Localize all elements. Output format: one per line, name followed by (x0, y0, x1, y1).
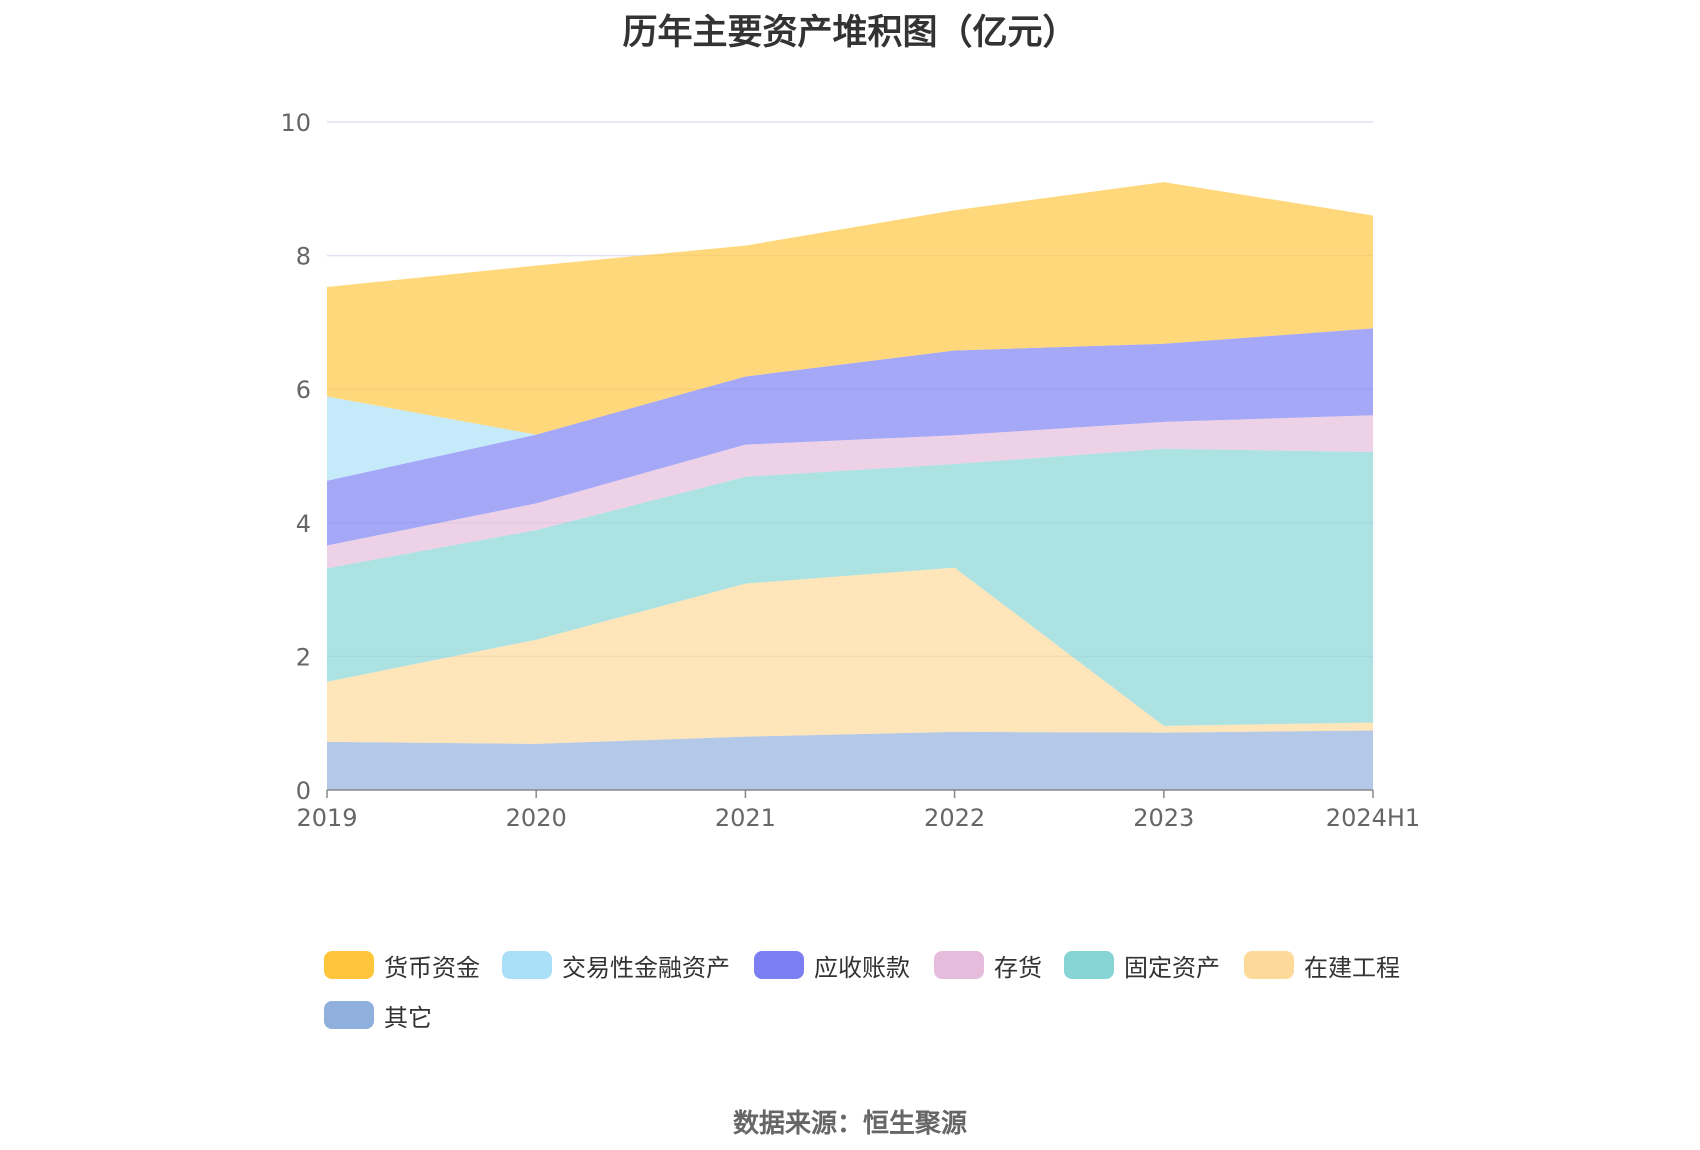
legend-label: 在建工程 (1304, 953, 1400, 982)
area-series (327, 182, 1373, 790)
legend-swatch (934, 951, 984, 979)
legend-item[interactable]: 货币资金 (324, 950, 480, 982)
x-tick-label: 2021 (715, 804, 776, 832)
y-tick-label: 0 (296, 777, 311, 805)
stacked-area-chart: 0 2 4 6 8 10 2019 2020 2021 2022 2023 2024H1 (280, 109, 1420, 832)
legend-swatch (324, 1001, 374, 1029)
legend-item[interactable]: 固定资产 (1064, 950, 1220, 982)
legend-item[interactable]: 存货 (934, 950, 1042, 982)
axes: 0 2 4 6 8 10 2019 2020 2021 2022 2023 2024H1 (280, 109, 1420, 832)
area-series-2 (327, 448, 1373, 726)
data-source-note: 数据来源：恒生聚源 (732, 1109, 967, 1139)
area-series-0 (327, 730, 1373, 790)
legend-label: 存货 (994, 953, 1042, 982)
legend-item[interactable]: 其它 (324, 1000, 432, 1032)
legend-label: 交易性金融资产 (562, 953, 730, 982)
legend-swatch (754, 951, 804, 979)
x-tick-label: 2022 (924, 804, 985, 832)
y-tick-label: 2 (296, 643, 311, 671)
area-series-4 (327, 328, 1373, 546)
y-tick-label: 10 (280, 109, 311, 137)
x-tick-label: 2023 (1133, 804, 1194, 832)
legend-item[interactable]: 应收账款 (754, 950, 910, 982)
chart-title: 历年主要资产堆积图（亿元） (622, 13, 1078, 53)
legend-swatch (1244, 951, 1294, 979)
legend-swatch (1064, 951, 1114, 979)
x-tick-label: 2019 (296, 804, 357, 832)
legend-item[interactable]: 交易性金融资产 (502, 950, 730, 982)
area-series-1 (327, 567, 1373, 744)
legend-item[interactable]: 在建工程 (1244, 950, 1400, 982)
y-tick-label: 4 (296, 510, 311, 538)
x-tick-label: 2020 (506, 804, 567, 832)
area-series-6 (327, 182, 1373, 435)
area-series-3 (327, 415, 1373, 569)
y-tick-label: 8 (296, 243, 311, 271)
legend-label: 货币资金 (384, 953, 480, 982)
legend-swatch (502, 951, 552, 979)
y-tick-label: 6 (296, 376, 311, 404)
legend-label: 应收账款 (814, 953, 910, 982)
x-tick-label: 2024H1 (1326, 804, 1420, 832)
legend-label: 固定资产 (1124, 953, 1220, 982)
legend-swatch (324, 951, 374, 979)
legend-label: 其它 (384, 1003, 432, 1032)
